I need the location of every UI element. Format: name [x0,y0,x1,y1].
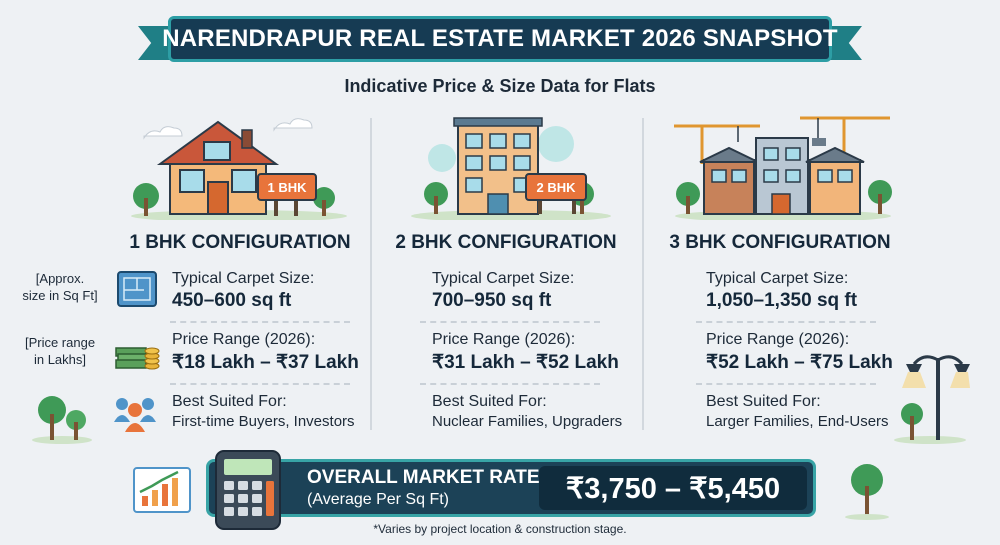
price-value-3bhk: ₹52 Lakh – ₹75 Lakh [706,352,893,373]
column-divider [370,118,372,430]
heading-1bhk: 1 BHK CONFIGURATION [129,232,351,253]
people-icon [112,392,158,434]
size-note-line1: [Approx. [35,271,85,286]
size-note-line2: size in Sq Ft] [22,288,98,303]
price-value-1bhk: ₹18 Lakh – ₹37 Lakh [172,352,359,373]
size-label-3bhk: Typical Carpet Size: [706,270,849,287]
suited-label-3bhk: Best Suited For: [706,393,821,410]
price-note-line2: in Lakhs] [33,352,87,367]
apartment-icon: 2 BHK [396,108,626,220]
size-note: [Approx. size in Sq Ft] [14,270,106,304]
footnote: *Varies by project location & constructi… [373,522,627,536]
column-divider [642,118,644,430]
row-divider [420,321,600,323]
size-value-1bhk: 450–600 sq ft [172,290,292,311]
tree-icon [32,396,92,444]
price-label-2bhk: Price Range (2026): [432,331,576,348]
size-value-2bhk: 700–950 sq ft [432,290,552,311]
title-banner: NARENDRAPUR REAL ESTATE MARKET 2026 SNAP… [162,16,838,62]
size-value-3bhk: 1,050–1,350 sq ft [706,290,858,311]
suited-value-3bhk: Larger Families, End-Users [706,413,889,430]
size-label-2bhk: Typical Carpet Size: [432,270,575,287]
sign-2bhk: 2 BHK [536,180,576,195]
heading-2bhk: 2 BHK CONFIGURATION [395,232,617,253]
tree-icon [845,464,889,520]
suited-label-2bhk: Best Suited For: [432,393,547,410]
calculator-icon [215,450,281,530]
construction-icon [668,108,898,220]
row-divider [420,383,600,385]
market-rate-label: OVERALL MARKET RATE [307,467,540,488]
suited-label-1bhk: Best Suited For: [172,393,287,410]
blueprint-icon [114,268,160,310]
row-divider [170,383,350,385]
price-note: [Price range in Lakhs] [14,334,106,368]
market-rate-bar: OVERALL MARKET RATE (Average Per Sq Ft) … [206,459,816,517]
street-lamp-icon [894,355,970,444]
price-label-1bhk: Price Range (2026): [172,331,316,348]
heading-3bhk: 3 BHK CONFIGURATION [669,232,891,253]
price-value-2bhk: ₹31 Lakh – ₹52 Lakh [432,352,619,373]
size-label-1bhk: Typical Carpet Size: [172,270,315,287]
market-value-box: ₹3,750 – ₹5,450 [539,466,807,510]
growth-chart-icon [133,467,191,513]
row-divider [696,383,876,385]
row-divider [696,321,876,323]
price-note-line1: [Price range [24,335,96,350]
market-rate-sub: (Average Per Sq Ft) [307,491,449,508]
sign-1bhk: 1 BHK [267,180,307,195]
row-divider [170,321,350,323]
market-rate-value: ₹3,750 – ₹5,450 [565,472,781,505]
page-title: NARENDRAPUR REAL ESTATE MARKET 2026 SNAP… [162,25,838,52]
page-subtitle: Indicative Price & Size Data for Flats [344,76,656,96]
money-stack-icon [114,330,160,372]
house-icon: 1 BHK [124,108,354,220]
suited-value-2bhk: Nuclear Families, Upgraders [432,413,623,430]
price-label-3bhk: Price Range (2026): [706,331,850,348]
suited-value-1bhk: First-time Buyers, Investors [172,413,355,430]
